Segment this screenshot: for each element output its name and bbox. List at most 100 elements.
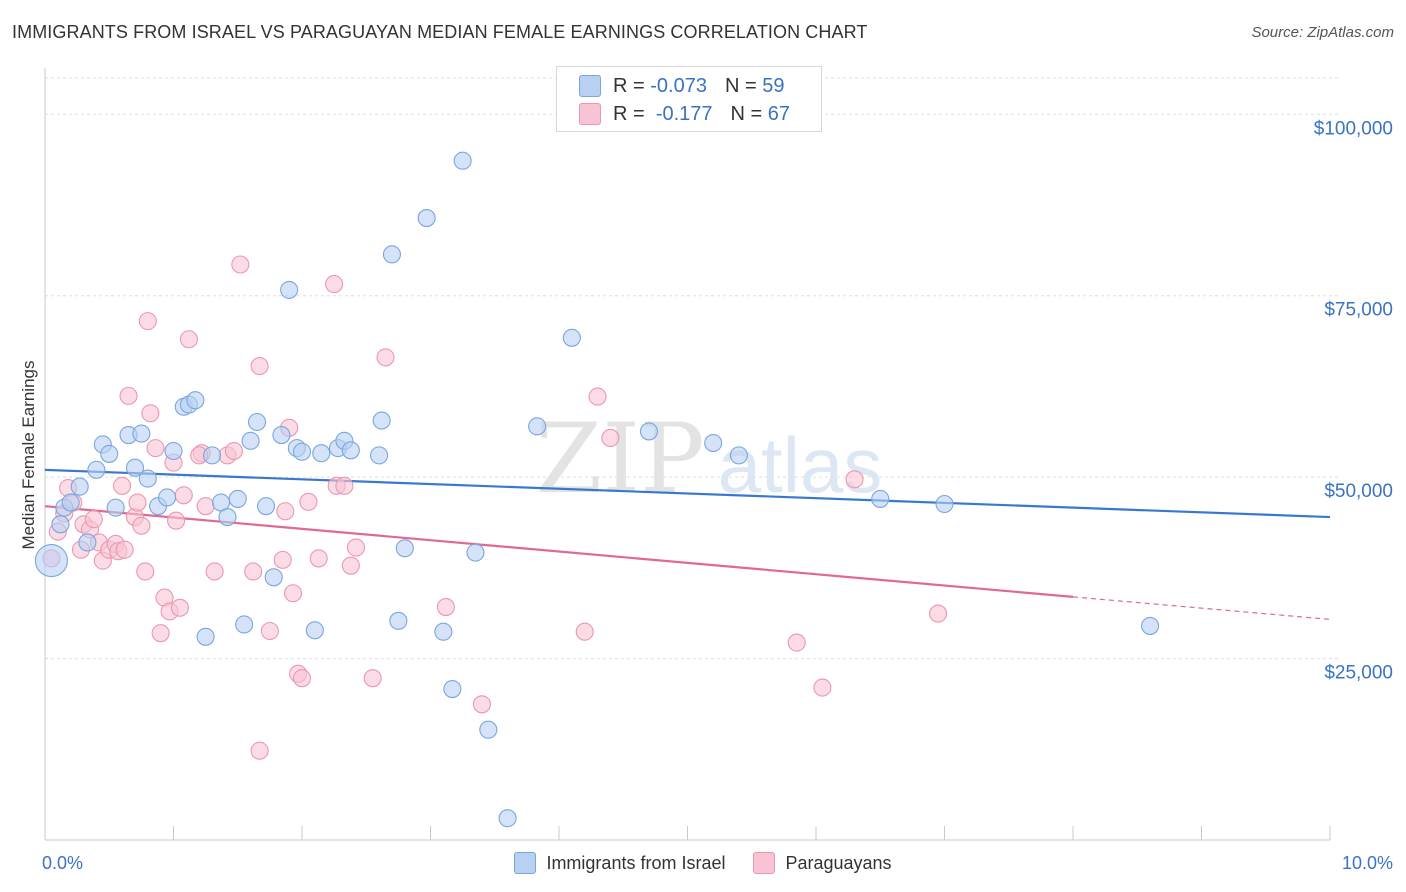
paraguayans-point [283,584,303,603]
paraguayans-point [196,497,215,516]
israel-point [51,515,70,534]
paraguayans-point [346,538,366,557]
legend-item-israel[interactable]: Immigrants from Israel [514,852,725,874]
israel-point [453,151,472,170]
paraguayans-legend-label: Paraguayans [785,852,892,873]
israel-point [34,544,68,578]
israel-swatch [579,75,601,97]
israel-point [935,494,954,514]
israel-point [341,441,360,460]
paraguayans-point [292,669,312,688]
legend-item-paraguayans[interactable]: Paraguayans [753,852,892,874]
trend-lines [44,468,1331,620]
paraguayans-point [119,386,138,405]
israel-point [256,497,276,516]
israel-point [280,280,299,299]
x-tick-max: 10.0% [1341,853,1393,873]
israel-point [466,543,485,562]
watermark-zip: ZIP [535,403,704,515]
paraguayans-point [231,255,250,274]
legend-row-israel: R = -0.073 N = 59 [579,72,784,100]
paraguayans-point [335,476,354,495]
israel-point [443,680,462,699]
israel-point [417,209,436,228]
israel-point [132,424,151,443]
paraguayans-point [845,470,864,489]
israel-trend-line [44,468,1331,519]
paraguayans-point [341,556,360,575]
israel-point [729,446,748,465]
r-label: R = [613,74,645,97]
r-value: -0.073 [650,74,707,97]
paraguayans-point [309,549,328,568]
israel-point [382,245,402,264]
source-label: Source: ZipAtlas.com [1251,24,1394,41]
paraguayans-legend-swatch [753,852,776,874]
n-value: 67 [767,102,791,125]
paraguayans-trend-line [44,505,1074,598]
paraguayans-point [472,695,491,714]
israel-point [186,391,205,410]
n-label: N = [724,74,757,97]
paraguayans-point [363,669,382,688]
israel-point [1141,616,1160,635]
paraguayans-point [84,510,103,529]
paraguayans-point [299,492,318,511]
y-tick-labels: $25,000 $50,000 $75,000 $100,000 [1314,118,1393,683]
israel-legend-label: Immigrants from Israel [546,852,726,873]
israel-point [87,460,106,479]
paraguayans-point [273,550,292,569]
watermark: ZIP atlas [535,403,882,515]
paraguayans-trend-extension [1072,596,1331,620]
paraguayans-point [179,330,198,349]
y-tick-label: $100,000 [1314,118,1393,139]
paraguayans-point [244,562,263,581]
paraguayans-point [138,312,157,331]
israel-point [479,720,498,739]
paraguayans-point [128,493,147,512]
paraguayans-point [146,439,165,458]
paraguayans-point [376,348,395,367]
paraguayans-point [167,511,186,530]
paraguayans-point [170,598,189,617]
correlation-legend: R = -0.073 N = 59 R = -0.177 N = 67 [556,66,822,132]
paraguayans-point [250,357,269,376]
paraguayans-point [132,516,151,535]
data-points [34,151,1160,828]
watermark-atlas: atlas [718,421,883,509]
y-tick-label: $75,000 [1324,300,1393,321]
israel-point [247,412,267,432]
paraguayans-point [601,428,620,448]
paraguayans-point [787,633,806,652]
n-value: 59 [762,74,785,97]
israel-point [395,539,414,558]
israel-point [312,444,331,463]
paraguayans-point [113,476,132,495]
israel-point [158,488,177,507]
israel-point [218,508,237,527]
paraguayans-point [205,562,224,581]
israel-point [78,533,97,552]
israel-legend-swatch [514,852,537,874]
israel-point [434,622,453,641]
paraguayans-point [813,678,832,697]
paraguayans-point [276,502,295,521]
series-legend: Immigrants from Israel Paraguayans [0,852,1406,874]
r-value: -0.177 [655,102,713,125]
israel-point [196,627,215,646]
israel-point [241,431,260,450]
gridlines [45,77,1340,660]
paraguayans-point [141,404,160,423]
israel-point [100,444,119,463]
israel-point [70,477,89,496]
paraguayans-point [575,622,594,641]
paraguayans-point [260,621,279,641]
axes [44,68,1331,841]
paraguayans-point [151,624,170,643]
israel-point [370,446,389,465]
paraguayans-point [224,441,243,461]
paraguayans-point [115,540,134,559]
israel-point [292,442,312,461]
israel-point [871,489,890,508]
